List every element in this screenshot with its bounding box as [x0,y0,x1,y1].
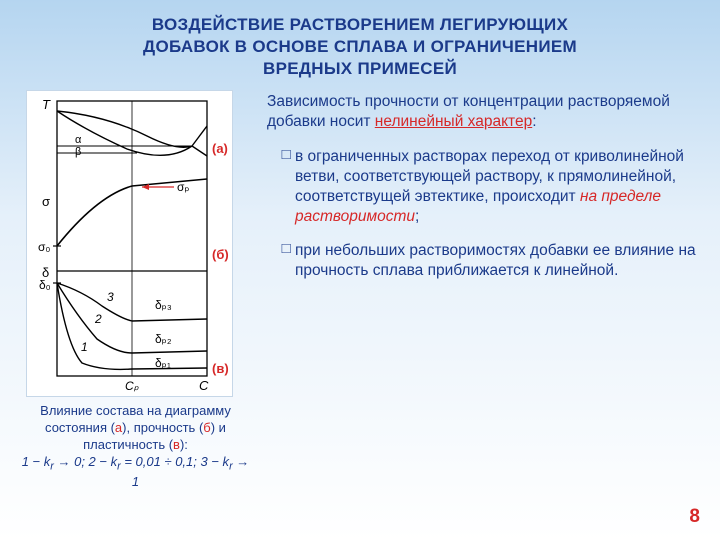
label-dp3: δₚ₃ [155,298,172,312]
label-dp1: δₚ₁ [155,356,171,370]
label-Cp: Cₚ [125,379,140,393]
bullet-2: 🞎 при небольших растворимостях добавки е… [267,241,702,281]
label-delta0: δ₀ [39,278,51,292]
label-n2: 2 [94,312,102,326]
label-sigma0: σ₀ [38,240,50,254]
bullet-icon: 🞎 [281,147,295,228]
label-b: (б) [212,247,229,262]
bullet-1: 🞎 в ограниченных растворах переход от кр… [267,147,702,228]
label-beta: β [75,146,81,158]
label-sigmap: σₚ [177,180,190,194]
label-sigma: σ [42,194,50,209]
diagram-caption: Влияние состава на диаграмму состояния (… [18,397,253,490]
label-v: (в) [212,361,229,376]
label-dp2: δₚ₂ [155,332,172,346]
label-n1: 1 [81,340,88,354]
bullet-icon: 🞎 [281,241,295,281]
phase-diagram: T σ σ₀ σₚ δ δ₀ α β (а) (б) (в) δₚ₃ δₚ₂ δ… [26,90,233,397]
left-column: T σ σ₀ σₚ δ δ₀ α β (а) (б) (в) δₚ₃ δₚ₂ δ… [18,86,253,490]
content-row: T σ σ₀ σₚ δ δ₀ α β (а) (б) (в) δₚ₃ δₚ₂ δ… [0,86,720,490]
label-C: C [199,378,209,393]
label-alpha: α [75,134,82,146]
right-column: Зависимость прочности от концентрации ра… [253,86,702,490]
page-number: 8 [689,506,700,528]
label-T: T [42,97,51,112]
lead-paragraph: Зависимость прочности от концентрации ра… [267,92,702,132]
slide-title: ВОЗДЕЙСТВИЕ РАСТВОРЕНИЕМ ЛЕГИРУЮЩИХ ДОБА… [0,0,720,86]
label-n3: 3 [107,290,114,304]
label-a: (а) [212,141,228,156]
